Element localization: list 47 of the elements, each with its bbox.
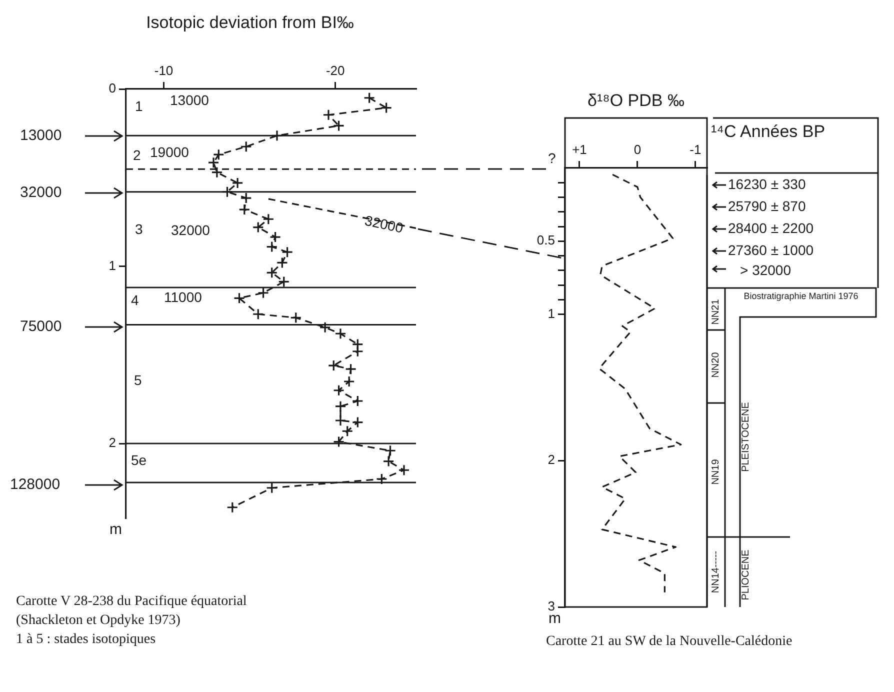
text: NN19 <box>710 459 722 485</box>
text: PLEISTOCENE <box>740 402 752 472</box>
annotation: 32000 <box>171 222 210 238</box>
y-tick-label: 2 <box>108 435 116 450</box>
text: ? <box>548 150 556 166</box>
x-tick-label: -10 <box>154 62 174 78</box>
y-tick-label: 0 <box>108 80 116 96</box>
text: ¹⁴C Années BP <box>711 122 826 142</box>
text: PLIOCENE <box>740 550 752 600</box>
text: 32000 <box>20 184 62 201</box>
y-tick-label: 1 <box>548 306 555 321</box>
text: 16230 ± 330 <box>728 176 806 192</box>
text: Carotte V 28-238 du Pacifique équatorial <box>16 594 247 610</box>
text: Carotte 21 au SW de la Nouvelle-Calédonie <box>546 634 792 650</box>
text: 13000 <box>20 127 62 144</box>
annotation: 2 <box>133 147 141 163</box>
annotation: 13000 <box>170 92 209 108</box>
x-tick-label: +1 <box>572 142 587 157</box>
text: NN20 <box>710 352 722 378</box>
annotation: 1 <box>135 98 143 114</box>
text: 28400 ± 2200 <box>728 220 814 236</box>
x-axis-title: Isotopic deviation from BI‰ <box>146 13 354 32</box>
annotation: 5 <box>134 372 142 388</box>
text: NN21 <box>710 299 722 325</box>
y-axis-title: m <box>110 521 122 538</box>
y-tick-label: 1 <box>108 258 116 273</box>
x-axis-title: δ¹⁸O PDB ‰ <box>588 91 684 110</box>
annotation: 4 <box>131 292 139 308</box>
annotation: 5e <box>131 452 147 468</box>
text: 1 à 5 : stades isotopiques <box>16 632 156 648</box>
text: 75000 <box>20 318 62 335</box>
annotation: 11000 <box>164 289 202 305</box>
annotation: 3 <box>135 221 143 237</box>
text: NN14----- <box>710 550 722 594</box>
text: 25790 ± 870 <box>728 198 806 214</box>
text: 128000 <box>10 476 60 493</box>
x-tick-label: -1 <box>690 142 702 157</box>
y-tick-label: 2 <box>548 452 555 468</box>
text: > 32000 <box>740 262 791 278</box>
text: (Shackleton et Opdyke 1973) <box>16 613 180 629</box>
text: 27360 ± 1000 <box>728 242 814 258</box>
annotation: 32000 <box>363 212 405 236</box>
text: Biostratigraphie Martini 1976 <box>742 290 860 302</box>
annotation: 19000 <box>150 144 189 160</box>
x-tick-label: -20 <box>326 62 345 78</box>
x-tick-label: 0 <box>634 142 642 157</box>
y-tick-label: 0.5 <box>536 232 555 248</box>
